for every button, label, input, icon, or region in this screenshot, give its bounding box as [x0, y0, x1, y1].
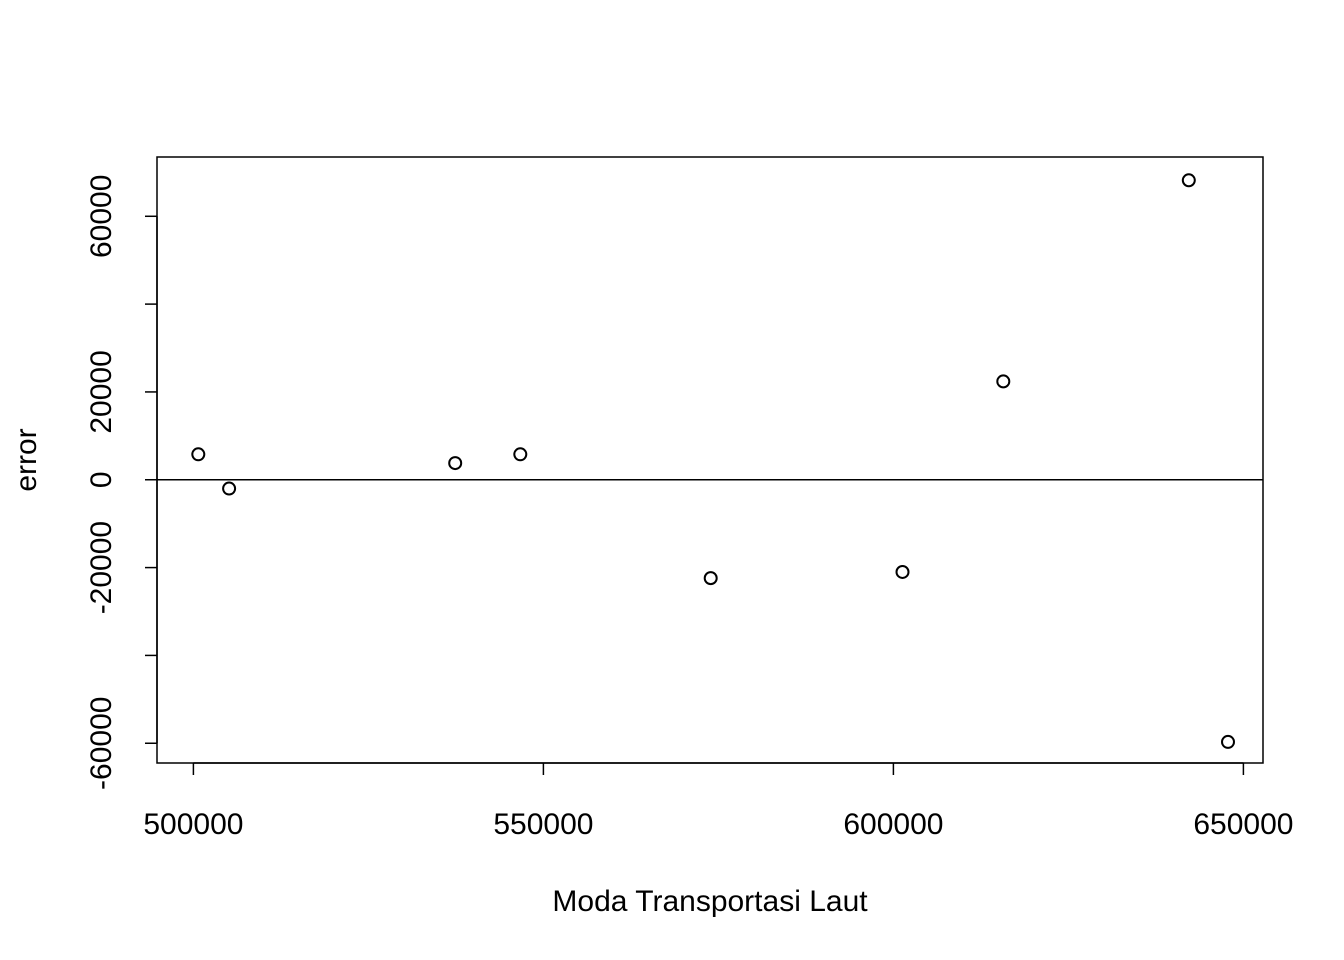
- data-point: [1181, 173, 1196, 188]
- y-tick-label: 0: [85, 471, 118, 488]
- x-tick-label: 600000: [843, 808, 943, 841]
- x-tick-label: 650000: [1193, 808, 1293, 841]
- y-axis: -60000 -20000 0 20000 60000: [85, 175, 158, 790]
- data-points: [191, 173, 1235, 749]
- y-tick-label: -20000: [85, 521, 118, 614]
- plot-frame: [156, 156, 1264, 764]
- data-point: [222, 481, 237, 496]
- data-point: [513, 447, 528, 462]
- data-point: [895, 564, 910, 579]
- data-point: [191, 447, 206, 462]
- x-axis: 500000 550000 600000 650000: [143, 762, 1293, 841]
- data-point: [703, 571, 718, 586]
- data-point: [448, 456, 463, 471]
- y-tick-label: -60000: [85, 697, 118, 790]
- data-point: [1221, 734, 1235, 749]
- x-axis-label: Moda Transportasi Laut: [552, 885, 868, 918]
- y-axis-label: error: [10, 428, 43, 491]
- y-tick-label: 60000: [85, 175, 118, 258]
- data-point: [996, 374, 1011, 389]
- x-tick-label: 500000: [143, 808, 243, 841]
- y-tick-label: 20000: [85, 350, 118, 433]
- x-tick-label: 550000: [493, 808, 593, 841]
